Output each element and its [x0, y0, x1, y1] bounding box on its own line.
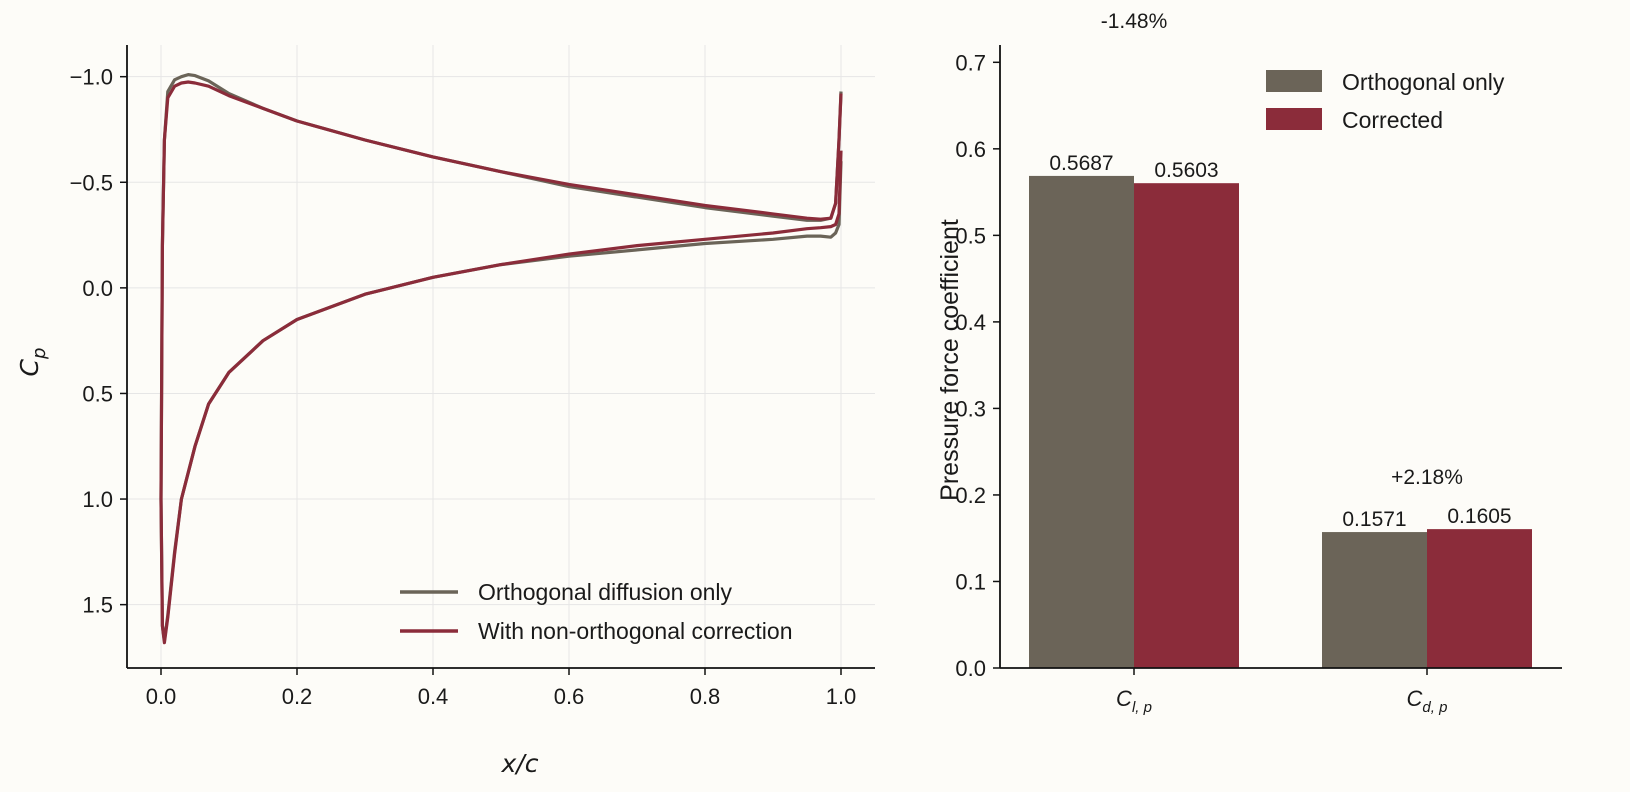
bar-value-label: 0.1605 — [1447, 505, 1511, 528]
cp-distribution-chart: 0.0 0.2 0.4 0.6 0.8 1.0 −1.0 −0.5 0.0 0.5 1.0 1.5 x… — [15, 45, 875, 778]
left-axes — [126, 45, 875, 669]
legend-label: Corrected — [1342, 107, 1443, 133]
right-y-tick: 0.2 — [955, 483, 1000, 508]
legend-label: With non-orthogonal correction — [478, 618, 793, 644]
left-y-tick: 0.5 — [82, 381, 127, 406]
right-y-tick-label: 0.3 — [955, 396, 986, 421]
left-x-tick-label: 0.2 — [282, 684, 313, 709]
left-y-tick-label: 0.0 — [82, 276, 113, 301]
left-grid — [127, 45, 875, 668]
bar — [1029, 175, 1134, 668]
left-x-tick: 0.8 — [690, 668, 721, 709]
right-y-tick: 0.0 — [955, 656, 1000, 681]
right-y-tick: 0.3 — [955, 396, 1000, 421]
left-y-tick-label: 0.5 — [82, 381, 113, 406]
right-legend-item: Orthogonal only — [1266, 69, 1505, 95]
left-y-tick-label: −0.5 — [70, 170, 113, 195]
right-ticks: 0.0 0.1 0.2 0.3 0.4 0.5 0.6 0.7 Cl, p Cd, p — [955, 50, 1447, 716]
left-x-tick: 0.4 — [418, 668, 449, 709]
left-legend-item: Orthogonal diffusion only — [400, 579, 733, 605]
left-y-tick: 0.0 — [82, 276, 127, 301]
left-x-tick-label: 0.4 — [418, 684, 449, 709]
left-x-tick: 0.6 — [554, 668, 585, 709]
percent-change-label: -1.48% — [1101, 10, 1168, 33]
left-x-tick: 1.0 — [826, 668, 857, 709]
left-y-tick-label: 1.0 — [82, 487, 113, 512]
right-y-tick: 0.4 — [955, 310, 1000, 335]
left-x-axis-label: x/c — [501, 749, 539, 778]
right-y-axis-label-group: Pressure force coefficient — [936, 219, 964, 501]
left-x-tick-label: 1.0 — [826, 684, 857, 709]
right-y-tick: 0.6 — [955, 137, 1000, 162]
right-y-tick-label: 0.1 — [955, 569, 986, 594]
left-y-axis-label-group: Cp — [15, 348, 50, 377]
bar-value-label: 0.5603 — [1154, 159, 1218, 182]
left-x-tick: 0.2 — [282, 668, 313, 709]
force-coefficient-chart: 0.5687 0.5603 -1.48% 0.1571 0.1605 +2.18% 0.0… — [936, 10, 1562, 716]
left-y-tick: −0.5 — [70, 170, 127, 195]
left-x-tick-label: 0.8 — [690, 684, 721, 709]
bar-value-label: 0.1571 — [1342, 508, 1406, 531]
left-x-tick: 0.0 — [146, 668, 177, 709]
cp-series-line — [159, 73, 843, 643]
right-y-tick: 0.5 — [955, 223, 1000, 248]
bar — [1322, 532, 1427, 668]
legend-label: Orthogonal only — [1342, 69, 1505, 95]
legend-swatch — [1266, 108, 1322, 130]
bars: 0.5687 0.5603 -1.48% 0.1571 0.1605 +2.18% — [1029, 10, 1532, 668]
left-x-tick-label: 0.0 — [146, 684, 177, 709]
right-y-tick-label: 0.6 — [955, 137, 986, 162]
cp-series-line — [159, 80, 843, 645]
left-legend-item: With non-orthogonal correction — [400, 618, 793, 644]
left-legend: Orthogonal diffusion only With non-orthog… — [400, 579, 793, 644]
left-x-tick-label: 0.6 — [554, 684, 585, 709]
legend-label: Orthogonal diffusion only — [478, 579, 733, 605]
cp-curves — [159, 73, 843, 645]
right-y-tick-label: 0.2 — [955, 483, 986, 508]
left-y-tick-label: −1.0 — [70, 65, 113, 90]
left-y-tick: 1.5 — [82, 593, 127, 618]
left-ticks: 0.0 0.2 0.4 0.6 0.8 1.0 −1.0 −0.5 0.0 0.5 1.0 1.5 — [70, 65, 857, 709]
bar-value-label: 0.5687 — [1049, 152, 1113, 175]
bar — [1427, 529, 1532, 668]
left-y-axis-label: Cp — [15, 348, 50, 377]
right-y-tick-label: 0.7 — [955, 50, 986, 75]
left-y-tick: 1.0 — [82, 487, 127, 512]
right-x-tick-label: Cl, p — [1116, 686, 1152, 716]
legend-swatch — [1266, 70, 1322, 92]
right-y-tick: 0.7 — [955, 50, 1000, 75]
left-y-tick-label: 1.5 — [82, 593, 113, 618]
right-y-tick: 0.1 — [955, 569, 1000, 594]
bar — [1134, 183, 1239, 668]
left-y-tick: −1.0 — [70, 65, 127, 90]
percent-change-label: +2.18% — [1391, 466, 1463, 489]
right-legend: Orthogonal only Corrected — [1266, 69, 1505, 133]
right-y-tick-label: 0.0 — [955, 656, 986, 681]
right-x-tick: Cl, p — [1116, 668, 1152, 716]
right-x-tick: Cd, p — [1407, 668, 1448, 716]
right-y-tick-label: 0.4 — [955, 310, 986, 335]
right-y-axis-label: Pressure force coefficient — [936, 219, 964, 501]
right-legend-item: Corrected — [1266, 107, 1443, 133]
right-x-tick-label: Cd, p — [1407, 686, 1448, 716]
right-y-tick-label: 0.5 — [955, 223, 986, 248]
